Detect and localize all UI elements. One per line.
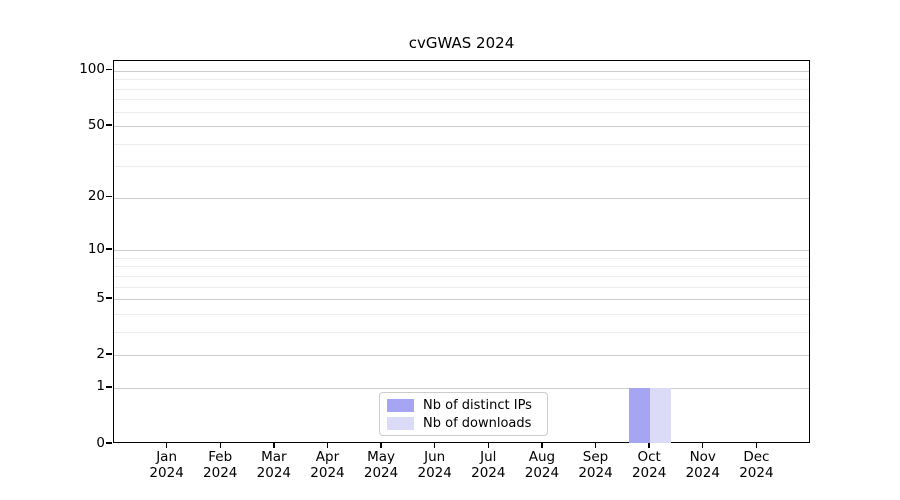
x-tick-label: Feb 2024 <box>203 449 238 481</box>
x-tick-label: Nov 2024 <box>685 449 720 481</box>
gridline-minor <box>114 286 809 288</box>
y-axis-tick <box>106 124 112 126</box>
gridline-major <box>114 197 809 199</box>
x-tick-label: Mar 2024 <box>256 449 292 481</box>
legend-swatch-distinct-ips <box>387 398 414 412</box>
y-axis-tick <box>106 248 112 250</box>
x-tick-label: Jun 2024 <box>417 449 452 481</box>
x-tick-label: Aug 2024 <box>524 449 560 481</box>
x-axis-tick <box>165 443 168 448</box>
y-tick-label: 50 <box>87 116 105 133</box>
legend-label-downloads: Nb of downloads <box>423 415 532 431</box>
gridline-minor <box>114 88 809 90</box>
y-axis-tick <box>106 196 112 198</box>
legend-label-distinct-ips: Nb of distinct IPs <box>423 397 532 413</box>
chart-title: cvGWAS 2024 <box>408 34 515 52</box>
y-axis-tick <box>106 297 112 299</box>
x-tick-label: Dec 2024 <box>739 449 774 481</box>
y-tick-label: 0 <box>96 434 105 451</box>
x-axis-tick <box>326 443 329 448</box>
x-axis-tick <box>219 443 221 448</box>
plot-area: Nb of distinct IPs Nb of downloads <box>113 60 810 443</box>
x-axis-tick <box>594 443 597 448</box>
x-axis-tick <box>487 443 489 448</box>
gridline-minor <box>114 111 809 113</box>
x-tick-label: Jan 2024 <box>149 449 184 481</box>
gridline-major <box>114 250 809 252</box>
y-axis-tick <box>106 386 112 388</box>
gridline-major <box>114 355 809 357</box>
x-axis-tick <box>755 443 758 448</box>
x-tick-label: May 2024 <box>363 449 399 481</box>
x-tick-label: Apr 2024 <box>310 449 345 481</box>
legend-swatch-downloads <box>387 416 414 430</box>
y-tick-label: 20 <box>87 188 105 205</box>
bar-nb-of-distinct-ips <box>629 387 651 443</box>
gridline-major <box>114 387 809 389</box>
legend-item-downloads: Nb of downloads <box>387 416 539 431</box>
gridline-minor <box>114 266 809 268</box>
y-tick-label: 2 <box>96 345 105 362</box>
gridline-minor <box>114 257 809 259</box>
y-tick-label: 1 <box>96 378 105 395</box>
x-axis-tick <box>702 443 704 448</box>
gridline-minor <box>114 79 809 81</box>
legend-item-distinct-ips: Nb of distinct IPs <box>387 398 539 413</box>
gridline-major <box>114 299 809 301</box>
y-tick-label: 10 <box>87 240 105 257</box>
y-axis-tick <box>106 69 112 71</box>
x-axis-tick <box>541 443 543 448</box>
gridline-major <box>114 70 809 72</box>
y-axis-tick <box>106 442 112 444</box>
x-tick-label: Oct 2024 <box>631 449 667 481</box>
x-axis-tick <box>380 443 382 448</box>
x-axis-tick <box>433 443 436 448</box>
gridline-major <box>114 126 809 128</box>
gridline-minor <box>114 313 809 315</box>
gridline-minor <box>114 166 809 168</box>
x-axis-tick <box>648 443 650 448</box>
x-tick-label: Sep 2024 <box>578 449 613 481</box>
gridline-minor <box>114 275 809 277</box>
y-axis-tick <box>106 353 112 355</box>
gridline-minor <box>114 99 809 101</box>
x-tick-label: Jul 2024 <box>471 449 506 481</box>
gridline-minor <box>114 143 809 145</box>
gridline-minor <box>114 331 809 333</box>
y-tick-label: 5 <box>96 289 105 306</box>
bar-nb-of-downloads <box>650 387 672 443</box>
y-tick-label: 100 <box>79 61 105 78</box>
x-axis-tick <box>273 443 275 448</box>
legend: Nb of distinct IPs Nb of downloads <box>379 392 548 436</box>
